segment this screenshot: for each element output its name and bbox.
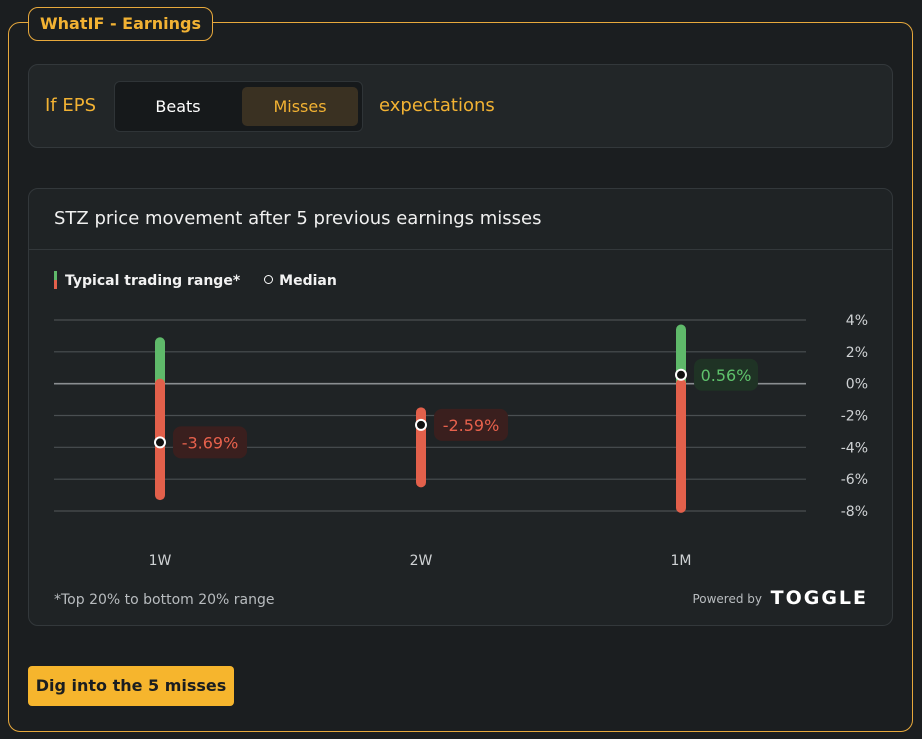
eps-selector-panel: If EPS Beats Misses expectations	[28, 64, 893, 148]
median-dot	[415, 418, 427, 431]
x-category-label: 2W	[410, 553, 433, 569]
dig-into-misses-button[interactable]: Dig into the 5 misses	[28, 666, 234, 706]
eps-suffix-label: expectations	[379, 95, 495, 116]
range-bar-negative-cap	[676, 383, 686, 390]
median-label-background	[173, 426, 247, 459]
range-legend-swatch	[54, 271, 57, 289]
widget-frame	[8, 22, 913, 732]
range-bar-negative-cap	[155, 383, 165, 390]
median-data-label: -2.59%	[443, 416, 500, 435]
median-label-background	[694, 358, 758, 391]
median-label-background	[434, 408, 508, 441]
eps-prefix-label: If EPS	[45, 95, 97, 116]
median-dot	[154, 436, 166, 449]
y-tick-label: -2%	[841, 409, 868, 425]
median-data-label: -3.69%	[182, 433, 239, 452]
y-tick-label: -6%	[841, 472, 868, 488]
chart-footnote: *Top 20% to bottom 20% range	[54, 592, 275, 608]
median-data-label: 0.56%	[701, 366, 752, 385]
y-tick-label: -4%	[841, 440, 868, 456]
widget-title: WhatIF - Earnings	[28, 7, 214, 41]
range-chart: 4% 2% 0% -2% -4% -6% -8% -3.69% 1W -2.59% 2W 0.56% 1…	[54, 313, 868, 569]
x-category-label: 1W	[149, 553, 172, 569]
range-legend-label: Typical trading range*	[65, 273, 241, 289]
x-category-label: 1M	[671, 553, 692, 569]
chart-legend: Typical trading range* Median	[54, 271, 337, 289]
median-legend-label: Median	[279, 273, 337, 289]
powered-by-label: Powered by	[692, 592, 762, 606]
beats-option[interactable]: Beats	[155, 97, 201, 116]
misses-option[interactable]: Misses	[242, 87, 358, 126]
toggle-logo: TOGGLE	[770, 587, 868, 609]
chart-divider	[29, 249, 892, 250]
chart-panel: STZ price movement after 5 previous earn…	[28, 188, 893, 626]
y-tick-label: 2%	[846, 345, 868, 361]
chart-title: STZ price movement after 5 previous earn…	[54, 208, 542, 229]
y-tick-label: 4%	[846, 313, 868, 329]
y-tick-label: -8%	[841, 504, 868, 520]
median-dot	[675, 368, 687, 381]
beats-misses-toggle: Beats Misses	[114, 81, 363, 132]
median-legend-swatch	[264, 275, 274, 284]
y-tick-label: 0%	[846, 377, 868, 393]
